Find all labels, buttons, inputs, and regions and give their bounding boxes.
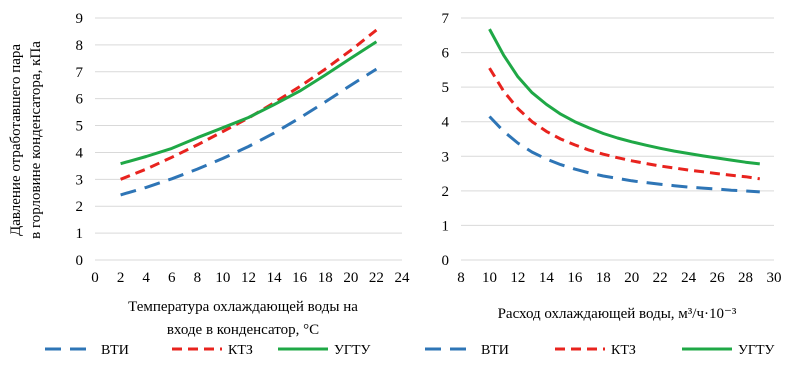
y-tick-labels: 0 1 2 3 4 5 6 7 [442, 11, 450, 269]
y-tick-label: 2 [76, 199, 84, 215]
y-tick-label: 6 [442, 46, 450, 62]
x-tick-label: 10 [215, 270, 230, 286]
legend-label-КТЗ: КТЗ [611, 343, 636, 358]
x-tick-label: 8 [194, 270, 202, 286]
x-tick-label: 28 [738, 270, 753, 286]
x-tick-labels: 0 2 4 6 8 10 12 14 16 18 20 22 24 [91, 270, 410, 286]
legend: ВТИ КТЗ УГТУ [425, 343, 775, 358]
x-tick-label: 18 [596, 270, 611, 286]
y-tick-label: 9 [76, 11, 84, 27]
x-tick-label: 24 [681, 270, 697, 286]
y-tick-label: 6 [76, 92, 84, 108]
y-tick-label: 3 [76, 172, 84, 188]
series-line-УГТУ [120, 40, 378, 166]
series-line-ВТИ [488, 115, 760, 194]
y-tick-label: 4 [442, 115, 450, 131]
x-tick-label: 20 [343, 270, 358, 286]
x-axis-title-line-2: входе в конденсатор, °C [167, 322, 319, 338]
x-tick-label: 10 [482, 270, 497, 286]
x-tick-label: 22 [369, 270, 384, 286]
x-tick-label: 14 [267, 270, 283, 286]
y-tick-labels: 0 1 2 3 4 5 6 7 8 9 [76, 11, 84, 269]
x-tick-labels: 8 10 12 14 16 18 20 22 24 26 28 30 [457, 270, 781, 286]
x-tick-label: 4 [142, 270, 150, 286]
x-tick-label: 2 [117, 270, 125, 286]
x-tick-label: 12 [510, 270, 525, 286]
x-tick-label: 30 [767, 270, 782, 286]
y-tick-label: 1 [76, 226, 84, 242]
legend: ВТИ КТЗ УГТУ [45, 343, 371, 358]
x-tick-label: 8 [457, 270, 465, 286]
x-tick-label: 12 [241, 270, 256, 286]
legend-label-УГТУ: УГТУ [334, 343, 371, 358]
y-tick-label: 7 [76, 65, 84, 81]
y-tick-label: 7 [442, 11, 450, 27]
x-tick-label: 6 [168, 270, 176, 286]
legend-label-ВТИ: ВТИ [481, 343, 509, 358]
legend-label-УГТУ: УГТУ [738, 343, 775, 358]
x-tick-label: 16 [567, 270, 583, 286]
y-tick-label: 5 [76, 119, 84, 135]
series-line-КТЗ [488, 67, 761, 181]
series-lines [488, 28, 761, 194]
x-tick-label: 22 [653, 270, 668, 286]
x-tick-label: 20 [624, 270, 639, 286]
y-tick-label: 5 [442, 80, 450, 96]
x-tick-label: 0 [91, 270, 99, 286]
y-tick-label: 0 [442, 253, 450, 269]
y-tick-label: 2 [442, 184, 450, 200]
y-axis-title-line-2: в горловине конденсатора, кПа [28, 41, 44, 239]
series-line-ВТИ [120, 67, 378, 197]
x-tick-label: 16 [292, 270, 308, 286]
y-tick-label: 3 [442, 149, 450, 165]
y-axis-title-line-1: Давление отработавшего пара [8, 44, 24, 236]
x-tick-label: 14 [539, 270, 555, 286]
x-axis-title: Расход охлаждающей воды, м³/ч·10⁻³ [498, 306, 737, 322]
x-tick-label: 26 [710, 270, 726, 286]
legend-label-КТЗ: КТЗ [228, 343, 253, 358]
y-tick-label: 1 [442, 218, 450, 234]
y-tick-label: 0 [76, 253, 84, 269]
legend-label-ВТИ: ВТИ [101, 343, 129, 358]
y-tick-label: 8 [76, 38, 84, 54]
series-line-КТЗ [120, 28, 378, 181]
x-tick-label: 18 [318, 270, 333, 286]
y-tick-label: 4 [76, 145, 84, 161]
y-gridlines [95, 17, 402, 261]
series-lines [120, 28, 378, 197]
x-tick-label: 24 [395, 270, 411, 286]
series-line-УГТУ [488, 28, 760, 166]
x-axis-title-line-1: Температура охлаждающей воды на [128, 299, 358, 315]
